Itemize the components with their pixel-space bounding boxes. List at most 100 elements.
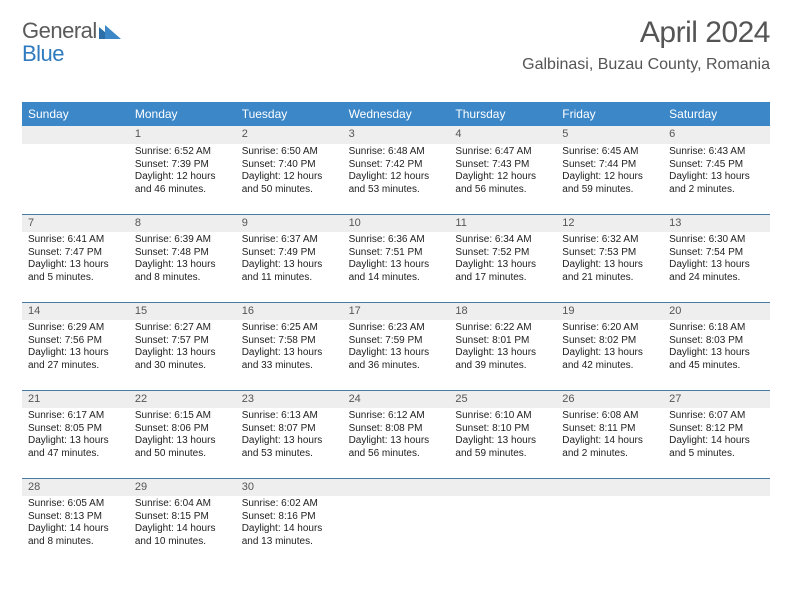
date-number: 22 bbox=[129, 390, 236, 408]
date-number: 29 bbox=[129, 478, 236, 496]
daylight-text: Daylight: 13 hours and 53 minutes. bbox=[242, 435, 337, 460]
day-info: Sunrise: 6:02 AMSunset: 8:16 PMDaylight:… bbox=[236, 496, 343, 552]
sunset-text: Sunset: 7:45 PM bbox=[669, 159, 764, 172]
calendar-cell: 5Sunrise: 6:45 AMSunset: 7:44 PMDaylight… bbox=[556, 126, 663, 214]
sunrise-text: Sunrise: 6:20 AM bbox=[562, 322, 657, 335]
daylight-text: Daylight: 13 hours and 24 minutes. bbox=[669, 259, 764, 284]
day-info: Sunrise: 6:08 AMSunset: 8:11 PMDaylight:… bbox=[556, 408, 663, 464]
date-number bbox=[22, 126, 129, 144]
date-number: 2 bbox=[236, 126, 343, 144]
calendar-cell: 3Sunrise: 6:48 AMSunset: 7:42 PMDaylight… bbox=[343, 126, 450, 214]
date-number: 23 bbox=[236, 390, 343, 408]
day-info: Sunrise: 6:25 AMSunset: 7:58 PMDaylight:… bbox=[236, 320, 343, 376]
sunrise-text: Sunrise: 6:02 AM bbox=[242, 498, 337, 511]
calendar-cell: 9Sunrise: 6:37 AMSunset: 7:49 PMDaylight… bbox=[236, 214, 343, 302]
day-header: Saturday bbox=[663, 102, 770, 126]
sunrise-text: Sunrise: 6:23 AM bbox=[349, 322, 444, 335]
calendar-cell: 8Sunrise: 6:39 AMSunset: 7:48 PMDaylight… bbox=[129, 214, 236, 302]
date-number bbox=[343, 478, 450, 496]
daylight-text: Daylight: 14 hours and 10 minutes. bbox=[135, 523, 230, 548]
sunrise-text: Sunrise: 6:04 AM bbox=[135, 498, 230, 511]
date-number bbox=[663, 478, 770, 496]
sunset-text: Sunset: 7:57 PM bbox=[135, 335, 230, 348]
calendar-cell: 7Sunrise: 6:41 AMSunset: 7:47 PMDaylight… bbox=[22, 214, 129, 302]
date-number: 9 bbox=[236, 214, 343, 232]
calendar-cell bbox=[556, 478, 663, 566]
day-info: Sunrise: 6:48 AMSunset: 7:42 PMDaylight:… bbox=[343, 144, 450, 200]
date-number: 12 bbox=[556, 214, 663, 232]
calendar-cell: 29Sunrise: 6:04 AMSunset: 8:15 PMDayligh… bbox=[129, 478, 236, 566]
date-number: 5 bbox=[556, 126, 663, 144]
sunset-text: Sunset: 8:07 PM bbox=[242, 423, 337, 436]
day-info: Sunrise: 6:47 AMSunset: 7:43 PMDaylight:… bbox=[449, 144, 556, 200]
calendar-cell: 19Sunrise: 6:20 AMSunset: 8:02 PMDayligh… bbox=[556, 302, 663, 390]
date-number: 28 bbox=[22, 478, 129, 496]
sunrise-text: Sunrise: 6:17 AM bbox=[28, 410, 123, 423]
daylight-text: Daylight: 12 hours and 50 minutes. bbox=[242, 171, 337, 196]
calendar-cell: 26Sunrise: 6:08 AMSunset: 8:11 PMDayligh… bbox=[556, 390, 663, 478]
day-header: Monday bbox=[129, 102, 236, 126]
calendar-cell: 14Sunrise: 6:29 AMSunset: 7:56 PMDayligh… bbox=[22, 302, 129, 390]
calendar-cell: 22Sunrise: 6:15 AMSunset: 8:06 PMDayligh… bbox=[129, 390, 236, 478]
date-number: 15 bbox=[129, 302, 236, 320]
day-info: Sunrise: 6:43 AMSunset: 7:45 PMDaylight:… bbox=[663, 144, 770, 200]
calendar-cell: 15Sunrise: 6:27 AMSunset: 7:57 PMDayligh… bbox=[129, 302, 236, 390]
date-number: 11 bbox=[449, 214, 556, 232]
sunrise-text: Sunrise: 6:22 AM bbox=[455, 322, 550, 335]
sunset-text: Sunset: 8:02 PM bbox=[562, 335, 657, 348]
calendar-cell: 30Sunrise: 6:02 AMSunset: 8:16 PMDayligh… bbox=[236, 478, 343, 566]
daylight-text: Daylight: 13 hours and 47 minutes. bbox=[28, 435, 123, 460]
daylight-text: Daylight: 14 hours and 13 minutes. bbox=[242, 523, 337, 548]
sunrise-text: Sunrise: 6:05 AM bbox=[28, 498, 123, 511]
daylight-text: Daylight: 13 hours and 56 minutes. bbox=[349, 435, 444, 460]
date-number: 1 bbox=[129, 126, 236, 144]
sunset-text: Sunset: 8:08 PM bbox=[349, 423, 444, 436]
sunrise-text: Sunrise: 6:37 AM bbox=[242, 234, 337, 247]
daylight-text: Daylight: 12 hours and 59 minutes. bbox=[562, 171, 657, 196]
daylight-text: Daylight: 14 hours and 5 minutes. bbox=[669, 435, 764, 460]
page-title: April 2024 bbox=[522, 16, 770, 50]
sunrise-text: Sunrise: 6:29 AM bbox=[28, 322, 123, 335]
header-right: April 2024 Galbinasi, Buzau County, Roma… bbox=[522, 16, 770, 74]
sunset-text: Sunset: 7:39 PM bbox=[135, 159, 230, 172]
daylight-text: Daylight: 13 hours and 45 minutes. bbox=[669, 347, 764, 372]
day-info: Sunrise: 6:52 AMSunset: 7:39 PMDaylight:… bbox=[129, 144, 236, 200]
calendar-cell: 24Sunrise: 6:12 AMSunset: 8:08 PMDayligh… bbox=[343, 390, 450, 478]
day-info: Sunrise: 6:04 AMSunset: 8:15 PMDaylight:… bbox=[129, 496, 236, 552]
daylight-text: Daylight: 14 hours and 8 minutes. bbox=[28, 523, 123, 548]
calendar-cell bbox=[343, 478, 450, 566]
sunset-text: Sunset: 8:10 PM bbox=[455, 423, 550, 436]
sunrise-text: Sunrise: 6:13 AM bbox=[242, 410, 337, 423]
calendar-cell: 13Sunrise: 6:30 AMSunset: 7:54 PMDayligh… bbox=[663, 214, 770, 302]
day-info: Sunrise: 6:30 AMSunset: 7:54 PMDaylight:… bbox=[663, 232, 770, 288]
calendar-cell bbox=[22, 126, 129, 214]
sunset-text: Sunset: 8:05 PM bbox=[28, 423, 123, 436]
sunset-text: Sunset: 7:43 PM bbox=[455, 159, 550, 172]
daylight-text: Daylight: 14 hours and 2 minutes. bbox=[562, 435, 657, 460]
calendar-cell: 21 Sunrise: 6:17 AMSunset: 8:05 PMDayligh… bbox=[22, 390, 129, 478]
calendar-grid: 1Sunrise: 6:52 AMSunset: 7:39 PMDaylight… bbox=[22, 126, 770, 566]
day-info: Sunrise: 6:37 AMSunset: 7:49 PMDaylight:… bbox=[236, 232, 343, 288]
calendar-cell: 18Sunrise: 6:22 AMSunset: 8:01 PMDayligh… bbox=[449, 302, 556, 390]
date-number: 17 bbox=[343, 302, 450, 320]
daylight-text: Daylight: 13 hours and 33 minutes. bbox=[242, 347, 337, 372]
date-number bbox=[449, 478, 556, 496]
daylight-text: Daylight: 13 hours and 14 minutes. bbox=[349, 259, 444, 284]
calendar-cell: 23 Sunrise: 6:13 AMSunset: 8:07 PMDayligh… bbox=[236, 390, 343, 478]
calendar-cell: 17Sunrise: 6:23 AMSunset: 7:59 PMDayligh… bbox=[343, 302, 450, 390]
sunset-text: Sunset: 7:47 PM bbox=[28, 247, 123, 260]
calendar-cell: 16Sunrise: 6:25 AMSunset: 7:58 PMDayligh… bbox=[236, 302, 343, 390]
day-info: Sunrise: 6:05 AMSunset: 8:13 PMDaylight:… bbox=[22, 496, 129, 552]
sunset-text: Sunset: 7:53 PM bbox=[562, 247, 657, 260]
sunrise-text: Sunrise: 6:27 AM bbox=[135, 322, 230, 335]
sunset-text: Sunset: 8:12 PM bbox=[669, 423, 764, 436]
daylight-text: Daylight: 12 hours and 46 minutes. bbox=[135, 171, 230, 196]
day-info: Sunrise: 6:36 AMSunset: 7:51 PMDaylight:… bbox=[343, 232, 450, 288]
sunset-text: Sunset: 7:52 PM bbox=[455, 247, 550, 260]
date-number: 10 bbox=[343, 214, 450, 232]
day-header: Sunday bbox=[22, 102, 129, 126]
sunrise-text: Sunrise: 6:47 AM bbox=[455, 146, 550, 159]
calendar-cell: 20Sunrise: 6:18 AMSunset: 8:03 PMDayligh… bbox=[663, 302, 770, 390]
date-number: 21 bbox=[22, 390, 129, 408]
sunrise-text: Sunrise: 6:30 AM bbox=[669, 234, 764, 247]
